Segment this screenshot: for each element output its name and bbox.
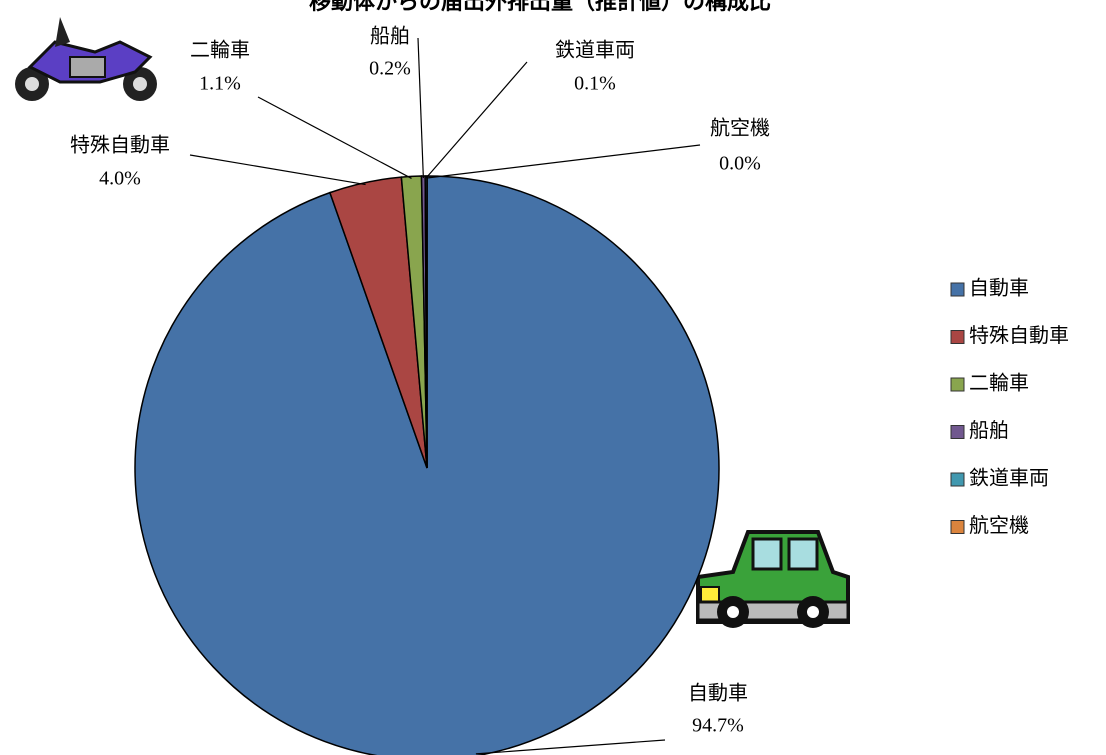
- data-label-name: 二輪車: [190, 39, 250, 62]
- legend-swatch: [950, 520, 965, 534]
- legend-swatch: [950, 472, 965, 487]
- leader-line: [417, 37, 424, 179]
- motorcycle-icon: [15, 17, 157, 101]
- data-label-value: 0.2%: [369, 58, 411, 80]
- chart-title: 移動体からの届出外排出量（推計値）の構成比: [309, 0, 771, 14]
- leader-line: [257, 96, 412, 179]
- car-icon: [696, 530, 850, 628]
- legend-swatch: [950, 282, 965, 297]
- leader-line: [426, 144, 701, 179]
- data-label-value: 1.1%: [199, 73, 241, 95]
- data-label-value: 0.0%: [719, 153, 761, 175]
- data-label-value: 4.0%: [99, 168, 141, 190]
- legend-label: 二輪車: [969, 372, 1029, 395]
- legend-label: 自動車: [969, 277, 1029, 300]
- data-label-name: 自動車: [688, 682, 748, 705]
- data-label-name: 航空機: [710, 117, 770, 140]
- leader-line: [475, 739, 666, 755]
- data-label-name: 特殊自動車: [70, 134, 170, 157]
- leader-line: [189, 154, 366, 186]
- data-label-name: 船舶: [370, 25, 410, 48]
- data-label-value: 0.1%: [574, 73, 616, 95]
- legend-swatch: [950, 330, 965, 344]
- legend-label: 船舶: [969, 419, 1009, 442]
- legend-label: 特殊自動車: [969, 324, 1069, 347]
- legend-label: 鉄道車両: [969, 467, 1049, 490]
- leader-line: [425, 61, 528, 179]
- legend-swatch: [950, 377, 965, 392]
- data-label-value: 94.7%: [692, 715, 744, 737]
- legend-swatch: [950, 425, 965, 439]
- legend-label: 航空機: [969, 514, 1029, 537]
- data-label-name: 鉄道車両: [555, 39, 635, 62]
